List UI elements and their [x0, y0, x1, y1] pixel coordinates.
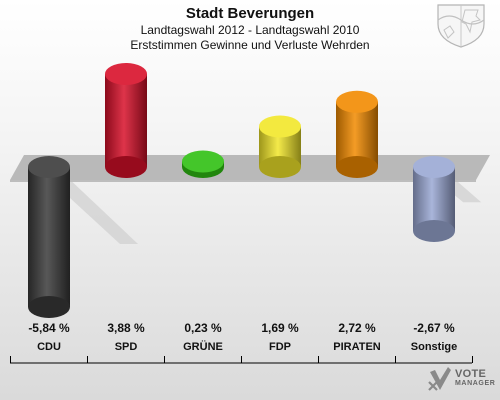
- value-label: 0,23 %: [184, 321, 222, 335]
- value-label: 2,72 %: [338, 321, 376, 335]
- brand-line2: MANAGER: [455, 380, 496, 387]
- brand-line1: VOTE: [455, 368, 487, 380]
- chart-description: Erststimmen Gewinne und Verluste Wehrden: [130, 38, 370, 52]
- bar-grüne: [182, 150, 224, 178]
- vote-check-icon: [428, 367, 451, 391]
- baseline-band-edge: [10, 180, 476, 182]
- bar-sonstige: [413, 156, 455, 243]
- value-label: -2,67 %: [413, 321, 455, 335]
- bar-body: [28, 167, 70, 307]
- bar-bottom: [28, 296, 70, 318]
- chart-title: Stadt Beverungen: [185, 5, 315, 22]
- coat-of-arms-icon: [437, 4, 485, 48]
- bar-top: [259, 115, 301, 138]
- value-label: 1,69 %: [261, 321, 299, 335]
- bar-top: [336, 90, 378, 113]
- bar-top: [413, 156, 455, 178]
- bar-top: [28, 156, 70, 178]
- bar-body: [105, 73, 147, 167]
- bar-bottom: [105, 156, 147, 178]
- category-label: SPD: [115, 341, 138, 353]
- bar-fdp: [259, 115, 301, 178]
- category-label: FDP: [269, 341, 291, 353]
- category-label: Sonstige: [411, 341, 457, 353]
- category-label: PIRATEN: [333, 341, 381, 353]
- category-label: GRÜNE: [183, 340, 223, 353]
- bar-cdu: [28, 156, 70, 318]
- bar-top: [182, 150, 224, 173]
- bar-top: [105, 62, 147, 85]
- value-label: -5,84 %: [28, 321, 70, 335]
- bar-spd: [105, 62, 147, 178]
- bar-piraten: [336, 90, 378, 178]
- category-label: CDU: [37, 341, 61, 353]
- bar-bottom: [413, 220, 455, 243]
- bar-bottom: [336, 156, 378, 178]
- bar-bottom: [259, 156, 301, 178]
- value-label: 3,88 %: [107, 321, 145, 335]
- brand-logo: VOTE MANAGER: [428, 366, 495, 392]
- chart-subtitle: Landtagswahl 2012 - Landtagswahl 2010: [140, 23, 360, 37]
